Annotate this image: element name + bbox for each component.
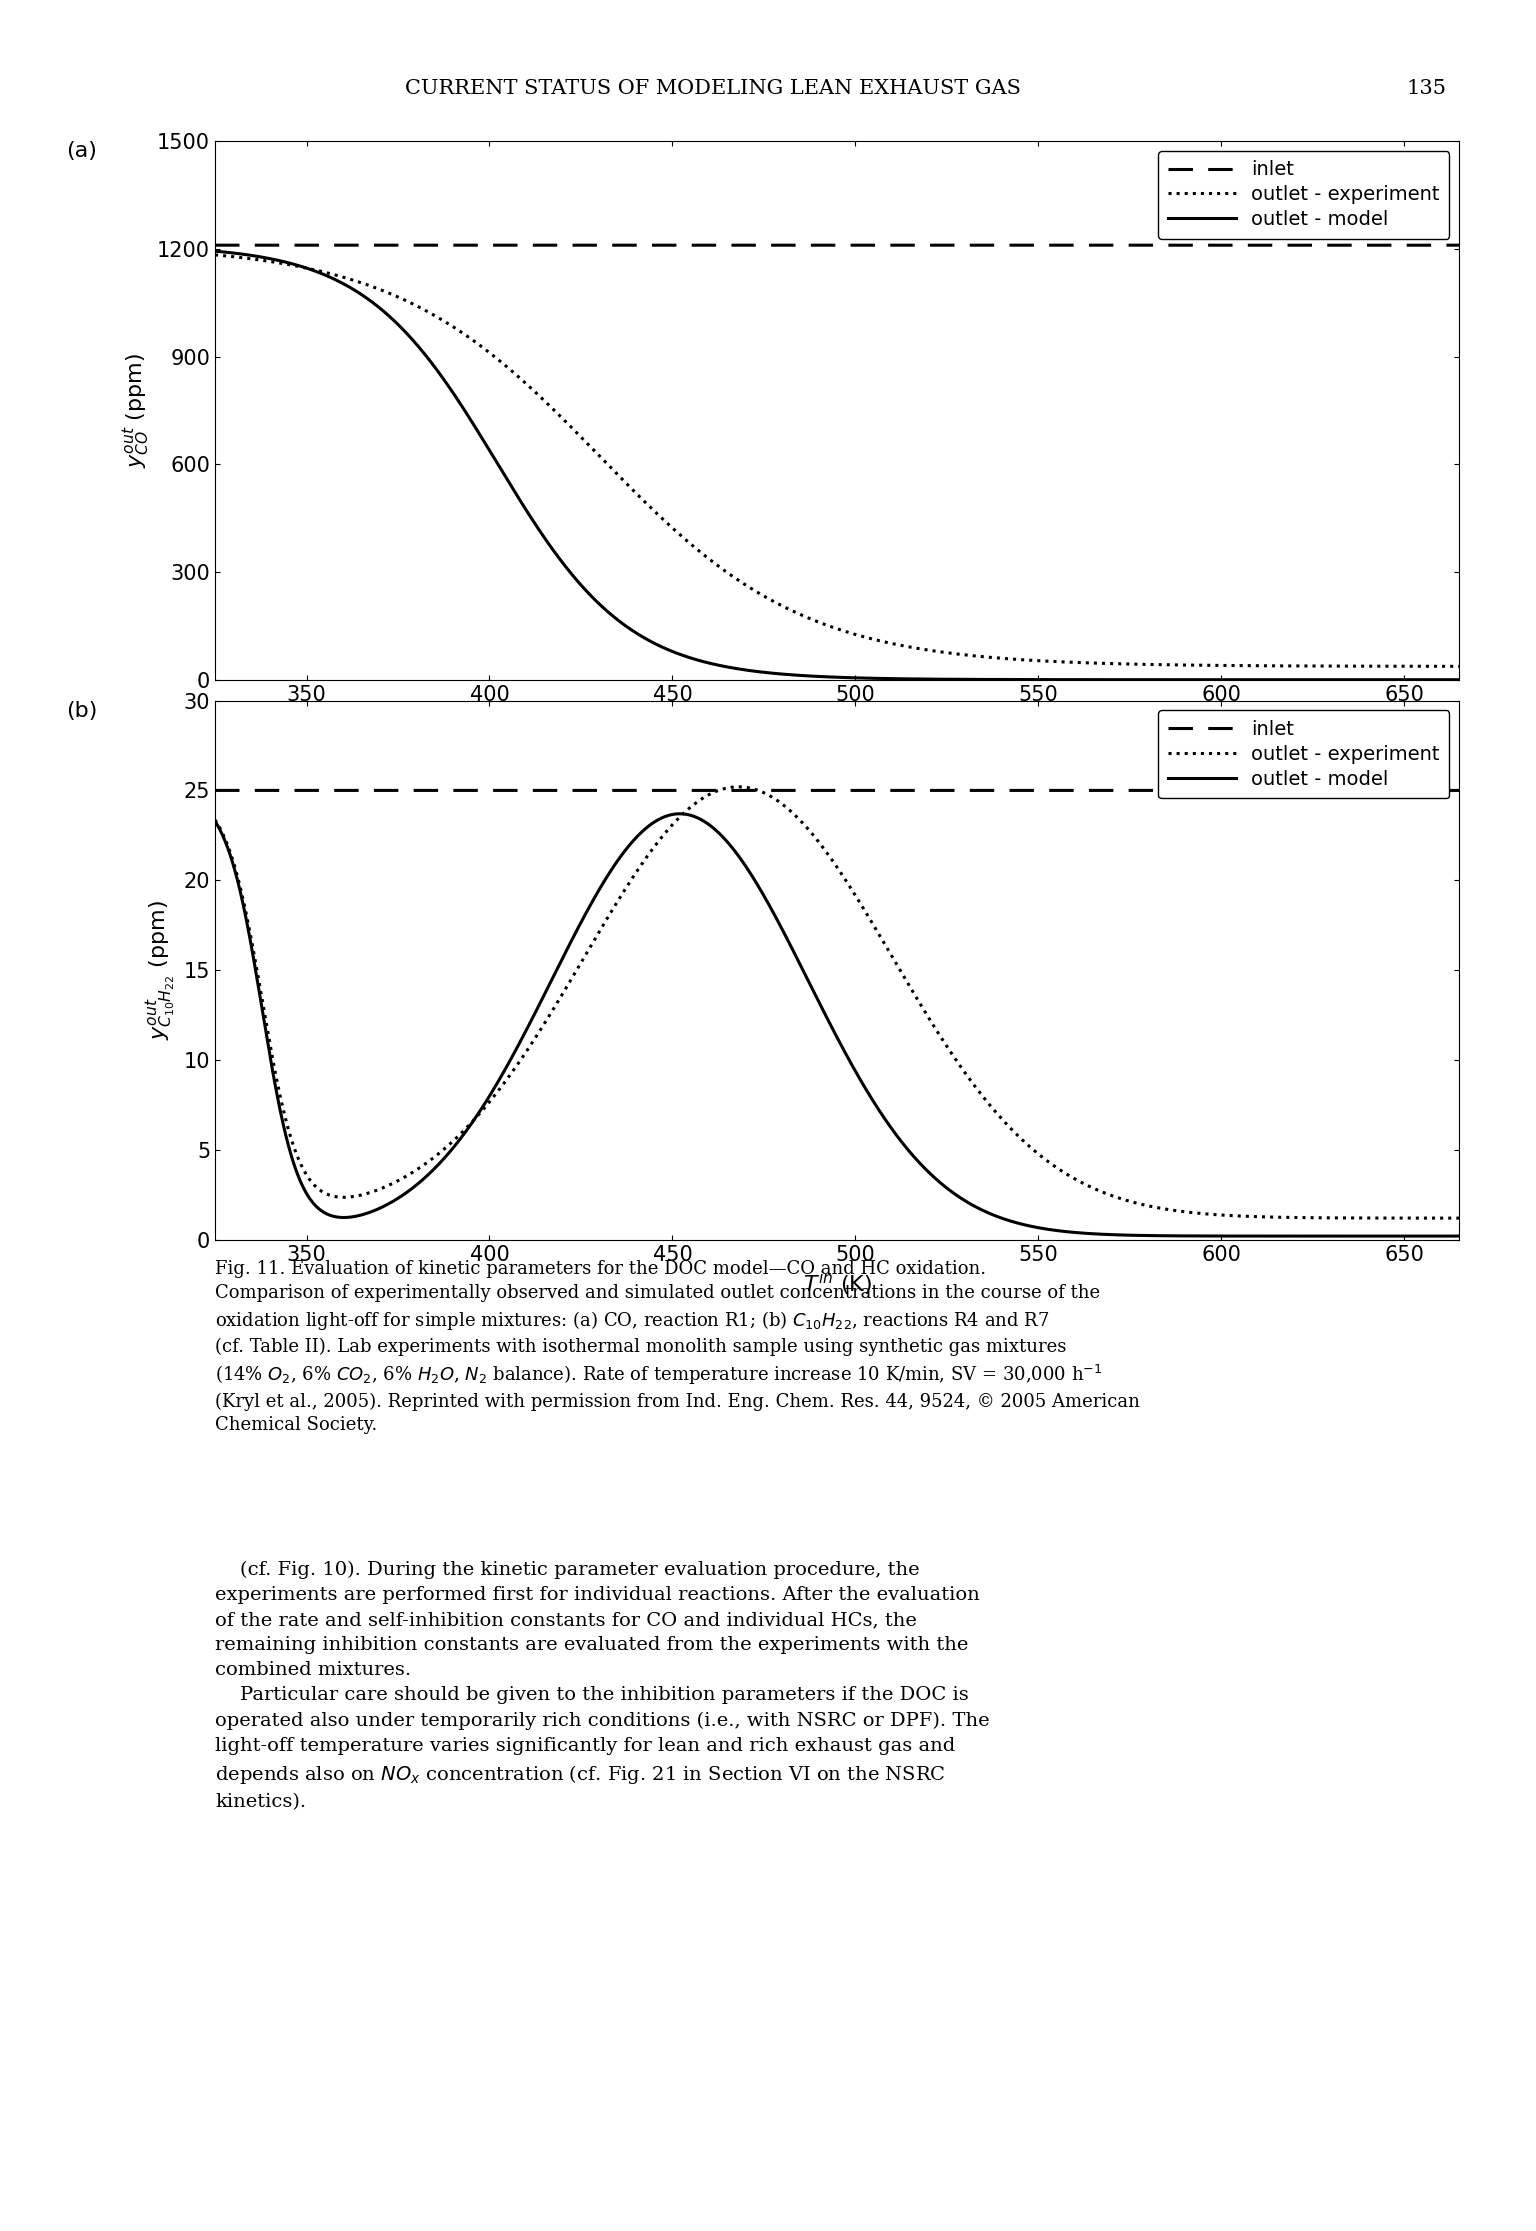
Y-axis label: $y^{out}_{CO}$ (ppm): $y^{out}_{CO}$ (ppm) <box>121 352 152 469</box>
Legend: inlet, outlet - experiment, outlet - model: inlet, outlet - experiment, outlet - mod… <box>1158 152 1450 239</box>
Text: (cf. Fig. 10). During the kinetic parameter evaluation procedure, the
experiment: (cf. Fig. 10). During the kinetic parame… <box>215 1562 989 1812</box>
X-axis label: $T^{in}$ (K): $T^{in}$ (K) <box>803 709 871 738</box>
Text: Fig. 11. Evaluation of kinetic parameters for the DOC model—CO and HC oxidation.: Fig. 11. Evaluation of kinetic parameter… <box>215 1261 1140 1435</box>
Text: (a): (a) <box>66 141 97 161</box>
X-axis label: $T^{in}$ (K): $T^{in}$ (K) <box>803 1269 871 1298</box>
Text: 135: 135 <box>1407 78 1447 98</box>
Text: CURRENT STATUS OF MODELING LEAN EXHAUST GAS: CURRENT STATUS OF MODELING LEAN EXHAUST … <box>406 78 1020 98</box>
Legend: inlet, outlet - experiment, outlet - model: inlet, outlet - experiment, outlet - mod… <box>1158 709 1450 799</box>
Y-axis label: $y^{out}_{C_{10}H_{22}}$ (ppm): $y^{out}_{C_{10}H_{22}}$ (ppm) <box>144 899 178 1040</box>
Text: (b): (b) <box>66 701 97 721</box>
